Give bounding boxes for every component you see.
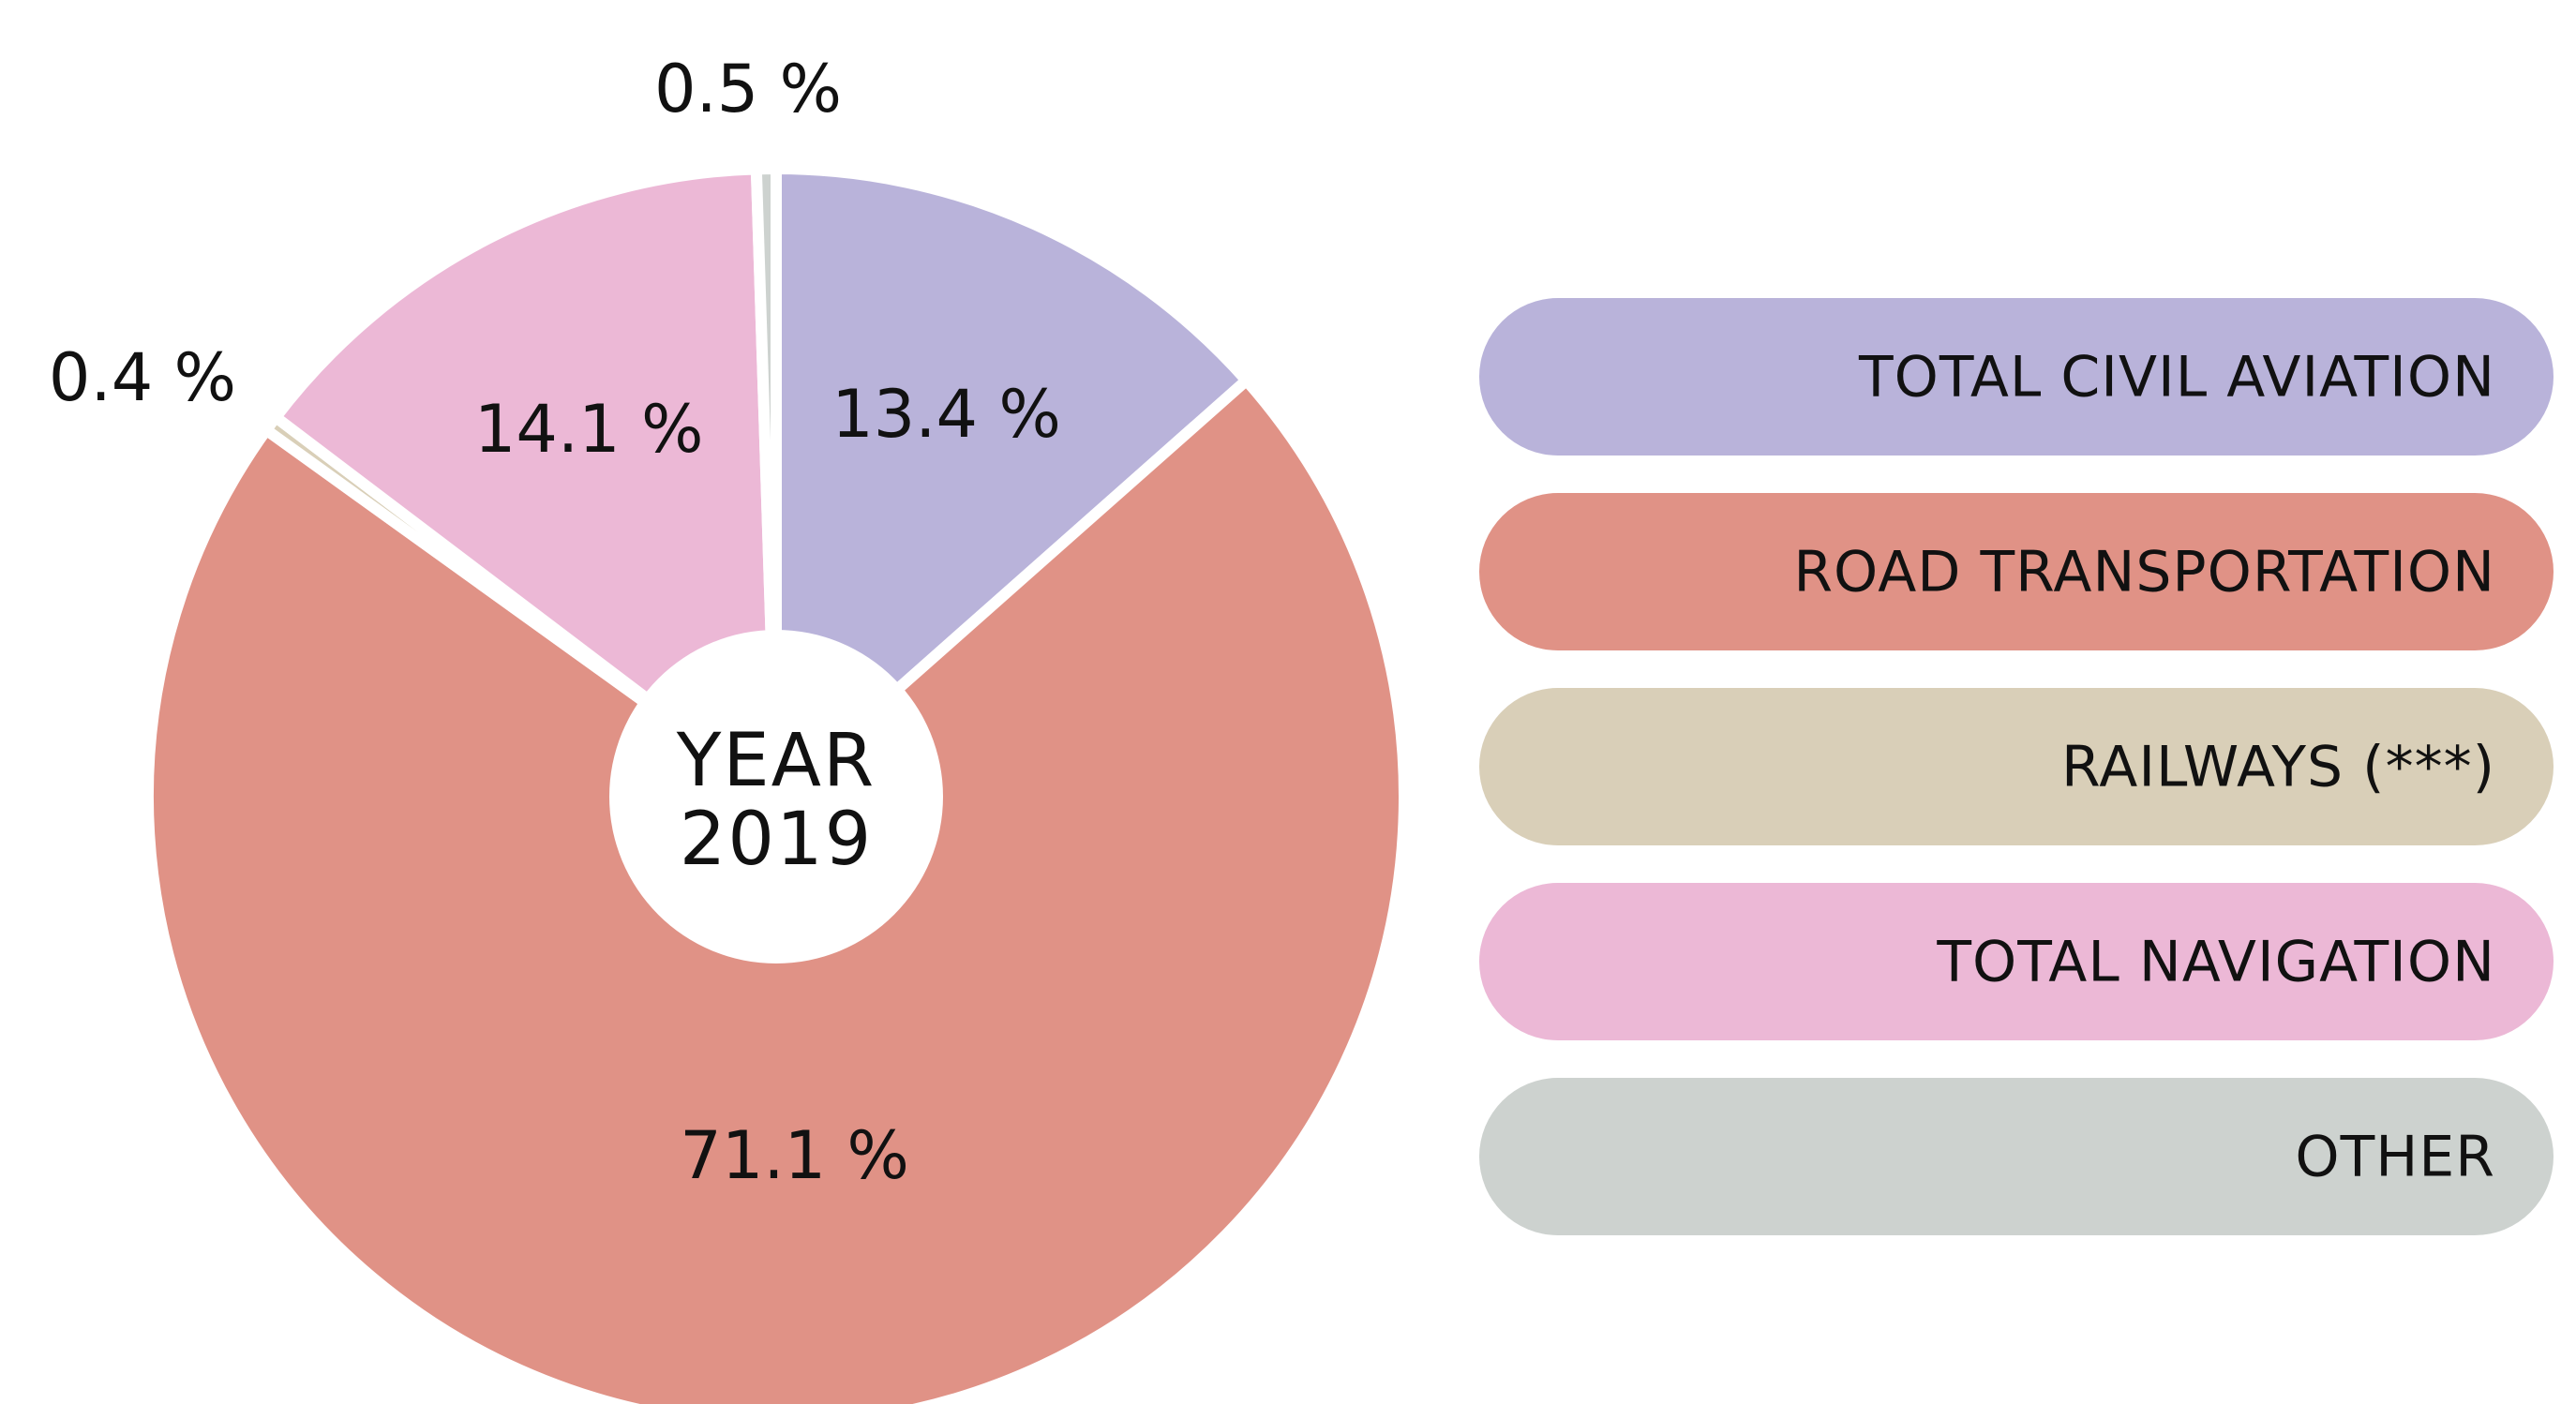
legend-label-other: OTHER: [2295, 1125, 2495, 1190]
legend-label-road-transportation: ROAD TRANSPORTATION: [1793, 540, 2495, 605]
legend-label-total-civil-aviation: TOTAL CIVIL AVIATION: [1858, 345, 2495, 411]
legend-item-total-civil-aviation: TOTAL CIVIL AVIATION: [1479, 298, 2554, 456]
pie-center: YEAR 2019: [609, 630, 943, 963]
legend-swatch-other: [1479, 1078, 2554, 1235]
legend: TOTAL CIVIL AVIATION ROAD TRANSPORTATION R…: [1479, 298, 2554, 1235]
slice-label-road-transportation: 71.1 %: [680, 1117, 909, 1194]
legend-label-total-navigation: TOTAL NAVIGATION: [1936, 930, 2495, 995]
legend-item-other: OTHER: [1479, 1078, 2554, 1235]
center-hole: [609, 630, 943, 963]
legend-item-road-transportation: ROAD TRANSPORTATION: [1479, 493, 2554, 650]
pie-slice-labels: 13.4 % 71.1 % 0.4 % 14.1 % 0.5 %: [49, 51, 1061, 1194]
legend-item-railways: RAILWAYS (***): [1479, 688, 2554, 845]
legend-swatch-total-civil-aviation: [1479, 298, 2554, 456]
legend-item-total-navigation: TOTAL NAVIGATION: [1479, 883, 2554, 1040]
pie-slice-total-civil-aviation: [771, 163, 1252, 802]
legend-label-railways: RAILWAYS (***): [2061, 735, 2495, 800]
slice-label-other: 0.5 %: [654, 51, 842, 127]
center-label-year: YEAR: [676, 719, 876, 803]
slice-label-railways: 0.4 %: [49, 339, 236, 416]
slice-label-total-navigation: 14.1 %: [474, 391, 704, 468]
slice-label-total-civil-aviation: 13.4 %: [831, 376, 1061, 453]
legend-swatch-road-transportation: [1479, 493, 2554, 650]
pie-slice-total-navigation: [270, 163, 782, 802]
legend-swatch-railways: [1479, 688, 2554, 845]
legend-swatch-total-navigation: [1479, 883, 2554, 1040]
center-label-value: 2019: [680, 798, 874, 882]
